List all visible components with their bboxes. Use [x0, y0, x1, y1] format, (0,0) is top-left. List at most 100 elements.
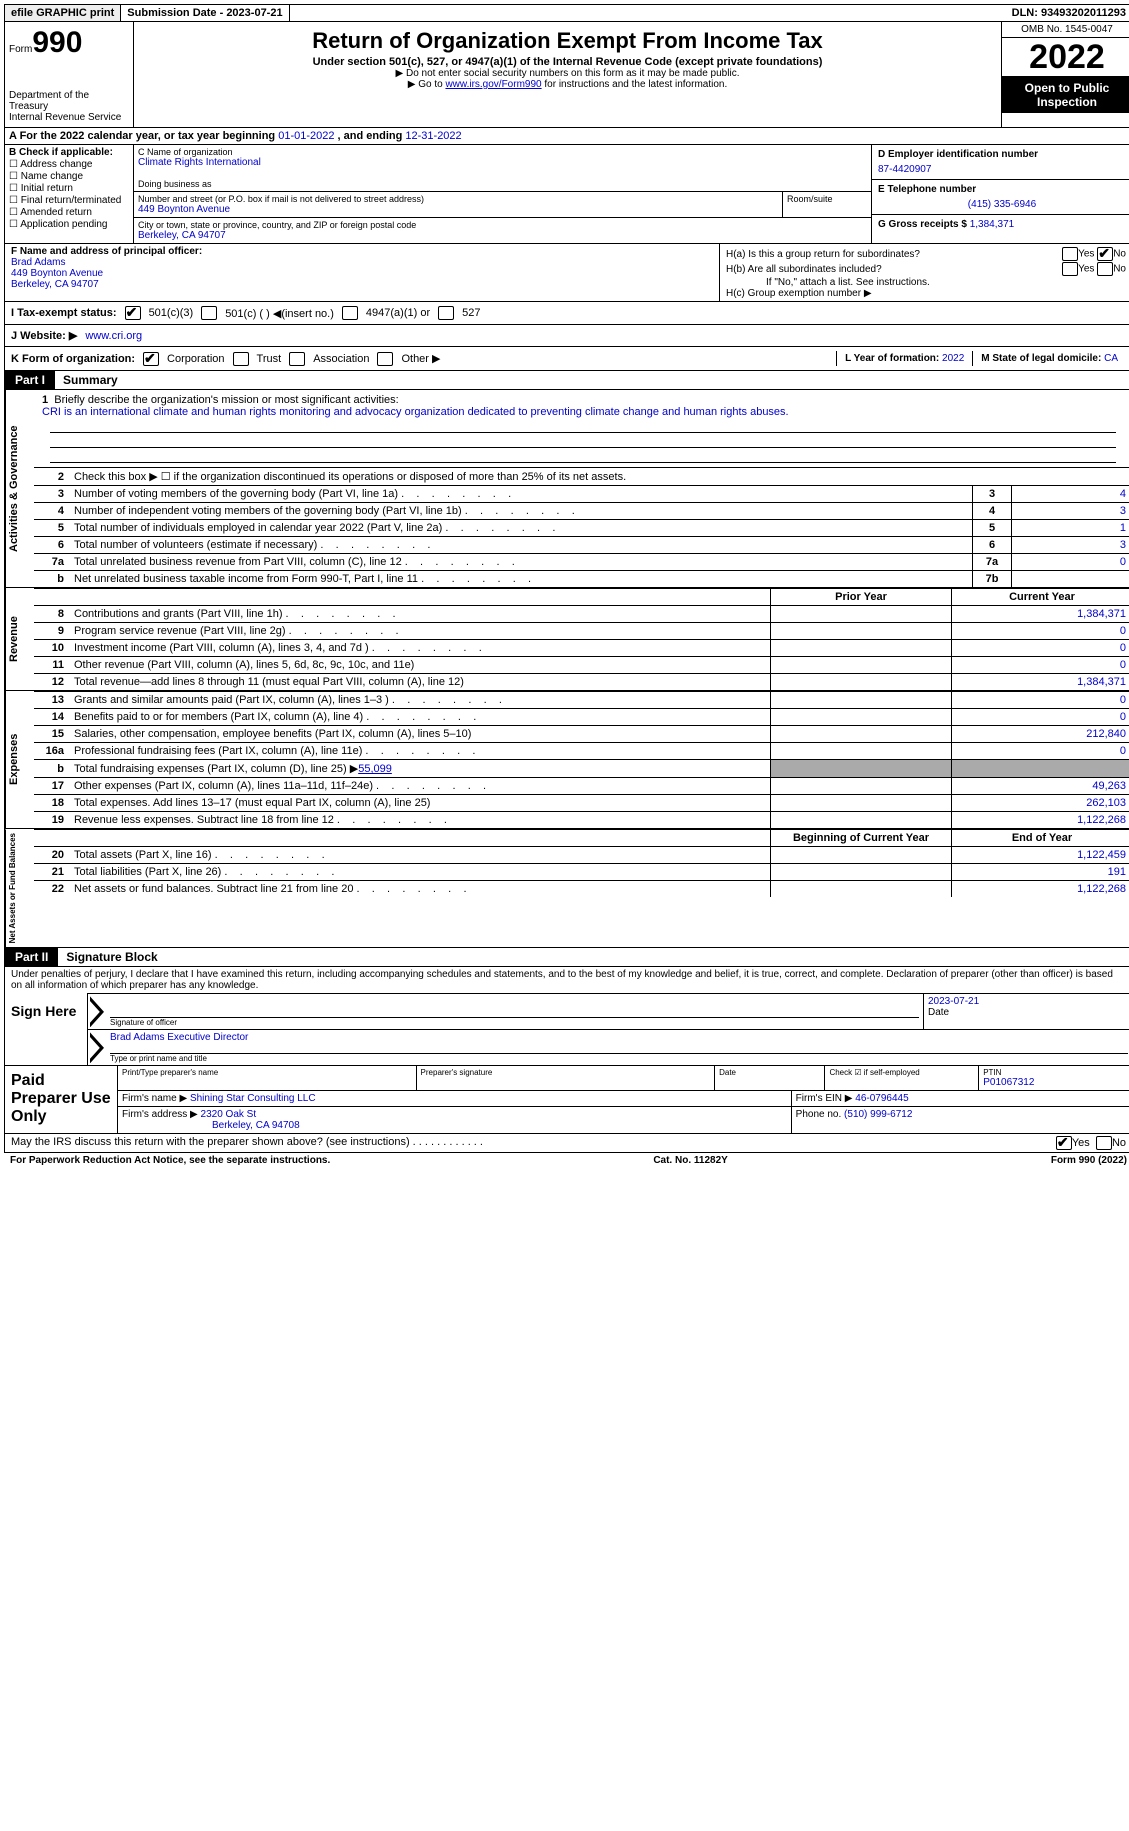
chk-discuss-yes[interactable] [1056, 1136, 1072, 1150]
chk-amended[interactable]: ☐ Amended return [9, 207, 129, 218]
lbl-no: No [1113, 249, 1126, 260]
row-header: Prior YearCurrent Year [34, 589, 1129, 606]
vlabel-expenses: Expenses [5, 691, 34, 828]
form990-link[interactable]: www.irs.gov/Form990 [445, 79, 541, 90]
dln: DLN: 93493202011293 [1006, 5, 1129, 21]
chk-ha-no[interactable] [1097, 247, 1113, 261]
firm-ein: 46-0796445 [855, 1093, 908, 1104]
chk-other[interactable] [377, 352, 393, 366]
lbl-other: Other ▶ [401, 352, 440, 365]
line-7b: bNet unrelated business taxable income f… [34, 571, 1129, 588]
line-11-val: 0 [952, 657, 1129, 674]
dba-label: Doing business as [138, 179, 867, 189]
line-7a-desc: Total unrelated business revenue from Pa… [70, 554, 973, 571]
row-j-website: J Website: ▶ www.cri.org [4, 325, 1129, 347]
mission-block: 1 Briefly describe the organization's mi… [34, 390, 1129, 467]
line-18: 18Total expenses. Add lines 13–17 (must … [34, 795, 1129, 812]
row-a-label: A For the 2022 calendar year, or tax yea… [9, 130, 278, 142]
form-title: Return of Organization Exempt From Incom… [138, 28, 997, 54]
line-5-desc: Total number of individuals employed in … [70, 520, 973, 537]
chk-corp[interactable] [143, 352, 159, 366]
ein-value: 87-4420907 [878, 164, 1126, 175]
line-7a-val: 0 [1012, 554, 1129, 571]
form-subtitle: Under section 501(c), 527, or 4947(a)(1)… [138, 56, 997, 68]
header-right: OMB No. 1545-0047 2022 Open to Public In… [1002, 22, 1129, 127]
rule-line [50, 433, 1116, 448]
h-c-label: H(c) Group exemption number ▶ [726, 288, 1126, 299]
lbl-assoc: Association [313, 353, 369, 365]
dept-irs: Internal Revenue Service [9, 112, 129, 123]
row-a-tax-year: A For the 2022 calendar year, or tax yea… [4, 128, 1129, 145]
line-8: 8Contributions and grants (Part VIII, li… [34, 606, 1129, 623]
line-21: 21Total liabilities (Part X, line 26)191 [34, 864, 1129, 881]
line-16b-pre: Total fundraising expenses (Part IX, col… [74, 763, 358, 775]
footer-mid: Cat. No. 11282Y [653, 1155, 727, 1166]
sig-name-title: Brad Adams Executive Director [110, 1032, 248, 1043]
part-1-tab: Part I [5, 371, 55, 389]
line-17-val: 49,263 [952, 778, 1129, 795]
line-8-desc: Contributions and grants (Part VIII, lin… [70, 606, 771, 623]
chk-assoc[interactable] [289, 352, 305, 366]
prep-name-label: Print/Type preparer's name [122, 1068, 412, 1077]
arrow-icon [90, 996, 104, 1027]
chk-501c3[interactable] [125, 306, 141, 320]
chk-initial-return[interactable]: ☐ Initial return [9, 183, 129, 194]
top-bar: efile GRAPHIC print Submission Date - 20… [4, 4, 1129, 22]
sig-date: 2023-07-21 [928, 996, 979, 1007]
chk-527[interactable] [438, 306, 454, 320]
chk-app-pending[interactable]: ☐ Application pending [9, 219, 129, 230]
line-20: 20Total assets (Part X, line 16)1,122,45… [34, 847, 1129, 864]
officer-label: F Name and address of principal officer: [11, 246, 202, 257]
line-2: 2Check this box ▶ ☐ if the organization … [34, 468, 1129, 486]
chk-ha-yes[interactable] [1062, 247, 1078, 261]
line-4-val: 3 [1012, 503, 1129, 520]
lbl-4947: 4947(a)(1) or [366, 307, 430, 319]
line-1-num: 1 [42, 394, 48, 406]
line-3: 3Number of voting members of the governi… [34, 486, 1129, 503]
chk-discuss-no[interactable] [1096, 1136, 1112, 1150]
chk-hb-yes[interactable] [1062, 262, 1078, 276]
line-20-desc: Total assets (Part X, line 16) [70, 847, 771, 864]
goto-pre: ▶ Go to [408, 79, 446, 90]
footer-left: For Paperwork Reduction Act Notice, see … [10, 1155, 330, 1166]
sig-officer-label: Signature of officer [110, 1017, 919, 1027]
chk-hb-no[interactable] [1097, 262, 1113, 276]
part-2-header: Part II Signature Block [4, 948, 1129, 967]
efile-print-button[interactable]: efile GRAPHIC print [5, 5, 121, 21]
year-formation-label: L Year of formation: [845, 353, 942, 364]
line-5: 5Total number of individuals employed in… [34, 520, 1129, 537]
chk-final-return[interactable]: ☐ Final return/terminated [9, 195, 129, 206]
rule-line [50, 418, 1116, 433]
year-formation: 2022 [942, 353, 964, 364]
line-4-desc: Number of independent voting members of … [70, 503, 973, 520]
governance-table: 2Check this box ▶ ☐ if the organization … [34, 467, 1129, 587]
line-20-val: 1,122,459 [952, 847, 1129, 864]
chk-address-change[interactable]: ☐ Address change [9, 159, 129, 170]
part-2-tab: Part II [5, 948, 58, 966]
lbl-initial-return: Initial return [21, 183, 73, 194]
page-footer: For Paperwork Reduction Act Notice, see … [4, 1153, 1129, 1168]
summary-expenses: Expenses 13Grants and similar amounts pa… [4, 691, 1129, 829]
lbl-yes: Yes [1078, 249, 1094, 260]
submission-date: Submission Date - 2023-07-21 [121, 5, 289, 21]
form-number: 990 [32, 26, 82, 59]
open-inspection: Open to Public Inspection [1002, 77, 1129, 113]
chk-4947[interactable] [342, 306, 358, 320]
prep-date-label: Date [719, 1068, 820, 1077]
summary-netassets: Net Assets or Fund Balances Beginning of… [4, 829, 1129, 948]
firm-addr2: Berkeley, CA 94708 [122, 1120, 300, 1131]
line-15: 15Salaries, other compensation, employee… [34, 726, 1129, 743]
officer-addr1: 449 Boynton Avenue [11, 268, 103, 279]
chk-name-change[interactable]: ☐ Name change [9, 171, 129, 182]
chk-501c[interactable] [201, 306, 217, 320]
row-header-net: Beginning of Current YearEnd of Year [34, 830, 1129, 847]
line-22-val: 1,122,268 [952, 881, 1129, 898]
gross-value: 1,384,371 [970, 219, 1015, 230]
mission-text: CRI is an international climate and huma… [42, 406, 789, 418]
chk-trust[interactable] [233, 352, 249, 366]
tel-label: E Telephone number [878, 184, 1126, 195]
h-b-note: If "No," attach a list. See instructions… [726, 277, 1126, 288]
lbl-app-pending: Application pending [20, 219, 107, 230]
summary-activities: Activities & Governance 1 Briefly descri… [4, 390, 1129, 588]
lbl-corp: Corporation [167, 353, 224, 365]
